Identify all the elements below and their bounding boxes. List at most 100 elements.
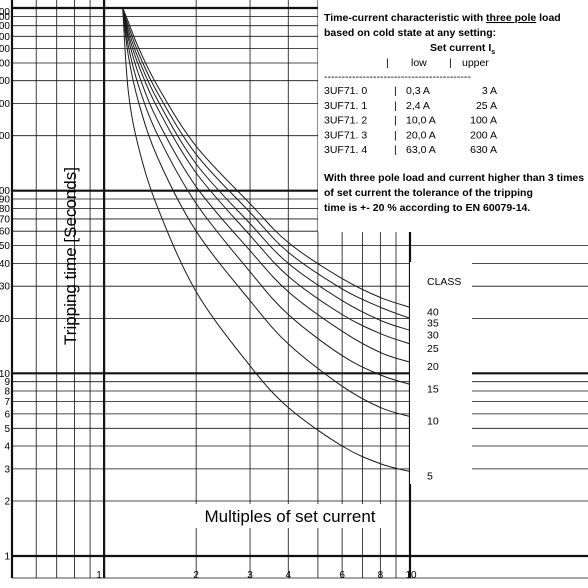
- y-tick-label: 5: [4, 424, 10, 435]
- x-tick-label: 6: [339, 570, 345, 581]
- table-separator: |: [394, 115, 397, 127]
- table-low: 10,0 A: [406, 115, 436, 127]
- table-low: 2,4 A: [406, 100, 430, 112]
- table-low: 63,0 A: [406, 144, 436, 156]
- set-current-subscript: s: [491, 49, 495, 56]
- y-axis-title: Tripping time [Seconds]: [61, 167, 80, 345]
- table-model: 3UF71. 4: [324, 144, 367, 156]
- table-divider: ----------------------------------------…: [324, 71, 471, 83]
- table-upper: 100 A: [470, 115, 497, 127]
- x-tick-labels: 1 2 3 4 6 8 10: [96, 570, 417, 581]
- class-label-10: 10: [427, 416, 439, 428]
- class-label-20: 20: [427, 361, 439, 373]
- note-line-1-b: three pole: [486, 12, 536, 24]
- x-tick-label: 2: [193, 570, 199, 581]
- class-label-5: 5: [427, 471, 433, 483]
- class-label-25: 25: [427, 343, 439, 355]
- curve-class-25: [122, 7, 411, 345]
- curve-class-30: [122, 7, 411, 331]
- note-line-1-a: Time-current characteristic with: [324, 12, 486, 24]
- x-tick-label: 3: [247, 570, 253, 581]
- class-heading: CLASS: [427, 276, 461, 288]
- y-tick-label: 800: [0, 21, 10, 32]
- y-tick-label: 9: [4, 377, 10, 388]
- curve-class-20: [122, 7, 411, 363]
- y-tick-label: 70: [0, 214, 10, 225]
- y-tick-label: 7: [4, 397, 10, 408]
- table-separator: |: [394, 85, 397, 97]
- note-line-1-c: load: [536, 12, 561, 24]
- y-tick-label: 700: [0, 32, 10, 43]
- table-upper: 25 A: [476, 100, 497, 112]
- column-separator-1: |: [386, 57, 389, 69]
- table-low: 0,3 A: [406, 85, 430, 97]
- y-tick-label: 40: [0, 259, 10, 270]
- y-tick-label: 500: [0, 58, 10, 69]
- x-tick-label: 8: [378, 570, 384, 581]
- y-tick-label: 400: [0, 76, 10, 87]
- x-tick-label: 1: [96, 570, 102, 581]
- curve-class-5: [122, 7, 411, 472]
- notes-block: Time-current characteristic with three p…: [324, 12, 584, 214]
- curve-class-40: [122, 7, 411, 308]
- y-tick-label: 1: [4, 552, 10, 563]
- class-label-30: 30: [427, 329, 439, 341]
- set-current-table: 3UF71. 0 | 0,3 A 3 A 3UF71. 1 | 2,4 A 25 A 3UF71…: [324, 85, 497, 156]
- class-label-15: 15: [427, 383, 439, 395]
- table-low: 20,0 A: [406, 129, 436, 141]
- y-tick-label: 600: [0, 44, 10, 55]
- table-separator: |: [394, 129, 397, 141]
- table-model: 3UF71. 3: [324, 129, 367, 141]
- y-tick-label: 50: [0, 241, 10, 252]
- table-model: 3UF71. 1: [324, 100, 367, 112]
- tolerance-line-3: time is +- 20 % according to EN 60079-14…: [324, 202, 530, 214]
- notes-panel: [318, 0, 588, 232]
- curve-class-35: [122, 7, 411, 319]
- tolerance-line-1: With three pole load and current higher …: [324, 172, 584, 184]
- y-tick-label: 90: [0, 195, 10, 206]
- tolerance-line-2: of set current the tolerance of the trip…: [324, 187, 533, 199]
- y-tick-label: 1000: [0, 7, 10, 18]
- table-upper: 630 A: [470, 144, 497, 156]
- table-separator: |: [394, 144, 397, 156]
- y-tick-label: 300: [0, 99, 10, 110]
- class-curves: [122, 7, 411, 472]
- xlabel-panel: [190, 504, 390, 528]
- y-tick-label: 10: [0, 369, 10, 380]
- column-upper-label: upper: [462, 57, 489, 69]
- note-line-1: Time-current characteristic with three p…: [324, 12, 561, 24]
- y-tick-label: 100: [0, 186, 10, 197]
- curve-class-10: [122, 7, 411, 417]
- y-tick-label: 200: [0, 131, 10, 142]
- table-separator: |: [394, 100, 397, 112]
- x-tick-label: 10: [405, 570, 417, 581]
- class-label-35: 35: [427, 317, 439, 329]
- table-upper: 200 A: [470, 129, 497, 141]
- note-line-2: based on cold state at any setting:: [324, 27, 496, 39]
- y-tick-label: 80: [0, 204, 10, 215]
- table-model: 3UF71. 0: [324, 85, 367, 97]
- class-label-panel: [410, 262, 472, 484]
- y-tick-label: 6: [4, 409, 10, 420]
- class-label-40: 40: [427, 306, 439, 318]
- y-tick-label: 4: [4, 442, 10, 453]
- set-current-text: Set current I: [430, 42, 491, 54]
- curve-class-15: [122, 7, 411, 385]
- y-tick-label: 30: [0, 282, 10, 293]
- y-tick-label: 2: [4, 497, 10, 508]
- x-axis-title: Multiples of set current: [204, 507, 375, 526]
- x-tick-label: 4: [285, 570, 291, 581]
- y-tick-label: 60: [0, 227, 10, 238]
- y-tick-label: 900: [0, 12, 10, 23]
- set-current-heading: Set current Is: [430, 42, 495, 56]
- y-tick-label: 8: [4, 387, 10, 398]
- column-separator-2: |: [449, 57, 452, 69]
- y-tick-label: 3: [4, 464, 10, 475]
- table-upper: 3 A: [482, 85, 497, 97]
- column-low-label: low: [411, 57, 427, 69]
- y-tick-label: 20: [0, 314, 10, 325]
- table-model: 3UF71. 2: [324, 115, 367, 127]
